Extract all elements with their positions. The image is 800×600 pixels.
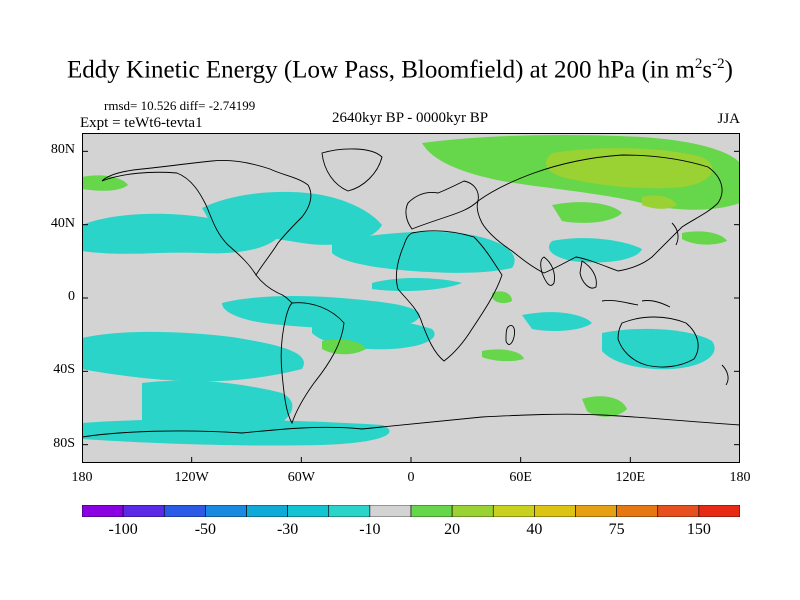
experiment-label: Expt = teWt6-tevta1 (80, 115, 203, 131)
latitude-tick-label: 80N (50, 142, 75, 158)
longitude-tick-label: 180 (71, 470, 93, 485)
colorbar-box (287, 505, 330, 517)
green-region (682, 231, 727, 245)
japan-coast (671, 222, 679, 246)
colorbar-label: 150 (686, 521, 711, 538)
colorbar-label: -10 (359, 521, 381, 538)
green-region (482, 349, 524, 362)
australia-coast (617, 316, 699, 368)
colorbar-box (657, 505, 700, 517)
season-label: JJA (717, 111, 740, 127)
yellowgreen-region (642, 195, 677, 209)
colorbar-label: -50 (194, 521, 217, 538)
cyan-region (602, 328, 715, 370)
asia-coast (476, 154, 723, 274)
longitude-tick-label: 0 (407, 470, 415, 485)
longitude-tick-label: 60W (287, 470, 315, 485)
central-america-coast (255, 274, 293, 304)
colorbar-box (451, 505, 494, 517)
colorbar-label: 75 (608, 521, 625, 538)
eke-difference-map (82, 133, 740, 463)
southeast-asia-coast (579, 260, 597, 289)
cyan-region (522, 312, 592, 331)
latitude-tick-label: 40N (50, 215, 75, 231)
colorbar-box (82, 505, 124, 517)
india-coast (540, 256, 555, 286)
cyan-region (548, 238, 642, 263)
longitude-tick-label: 180 (729, 470, 751, 485)
cyan-region (202, 191, 382, 245)
new-zealand-coast (721, 364, 729, 386)
colorbar-label: -30 (276, 521, 299, 538)
colorbar-box (534, 505, 576, 517)
longitude-tick-label: 120W (174, 470, 209, 485)
period-label: 2640kyr BP - 0000kyr BP (331, 110, 489, 126)
colorbar-box (575, 505, 617, 517)
colorbar-box (616, 505, 659, 517)
colorbar-label: 40 (526, 521, 543, 538)
cyan-region (372, 278, 462, 291)
colorbar-label: -100 (108, 521, 138, 538)
colorbar-box (410, 505, 453, 517)
longitude-tick-label: 60E (509, 470, 532, 485)
latitude-tick-label: 40S (53, 362, 75, 378)
greenland-coast (321, 148, 383, 192)
colorbar-box (205, 505, 247, 517)
colorbar (82, 505, 740, 517)
map-title: Eddy Kinetic Energy (Low Pass, Bloomfiel… (67, 56, 733, 84)
indonesia-coast (601, 300, 671, 308)
green-region (552, 202, 622, 223)
colorbar-box (163, 505, 206, 517)
south-america-coast (280, 302, 345, 425)
cyan-region (82, 331, 304, 382)
colorbar-box (492, 505, 535, 517)
cyan-region (332, 231, 515, 273)
green-region (322, 339, 366, 355)
colorbar-box (698, 505, 740, 517)
coastlines (82, 148, 740, 438)
north-america-coast (101, 160, 312, 276)
negative-anomaly-contours (82, 191, 715, 446)
longitude-tick-label: 120E (615, 470, 646, 485)
colorbar-box (246, 505, 288, 517)
latitude-tick-label: 80S (53, 435, 75, 451)
green-region (582, 396, 627, 417)
colorbar-box (122, 505, 165, 517)
stats-text: rmsd= 10.526 diff= -2.74199 (104, 98, 256, 113)
latitude-tick-label: 0 (68, 289, 75, 304)
green-region (492, 291, 512, 304)
green-region (82, 175, 128, 191)
antarctica-coast (82, 413, 740, 438)
colorbar-box (328, 505, 371, 517)
colorbar-label: 20 (444, 521, 461, 538)
africa-coast (395, 230, 503, 362)
colorbar-box (369, 505, 412, 517)
madagascar-coast (505, 325, 515, 345)
